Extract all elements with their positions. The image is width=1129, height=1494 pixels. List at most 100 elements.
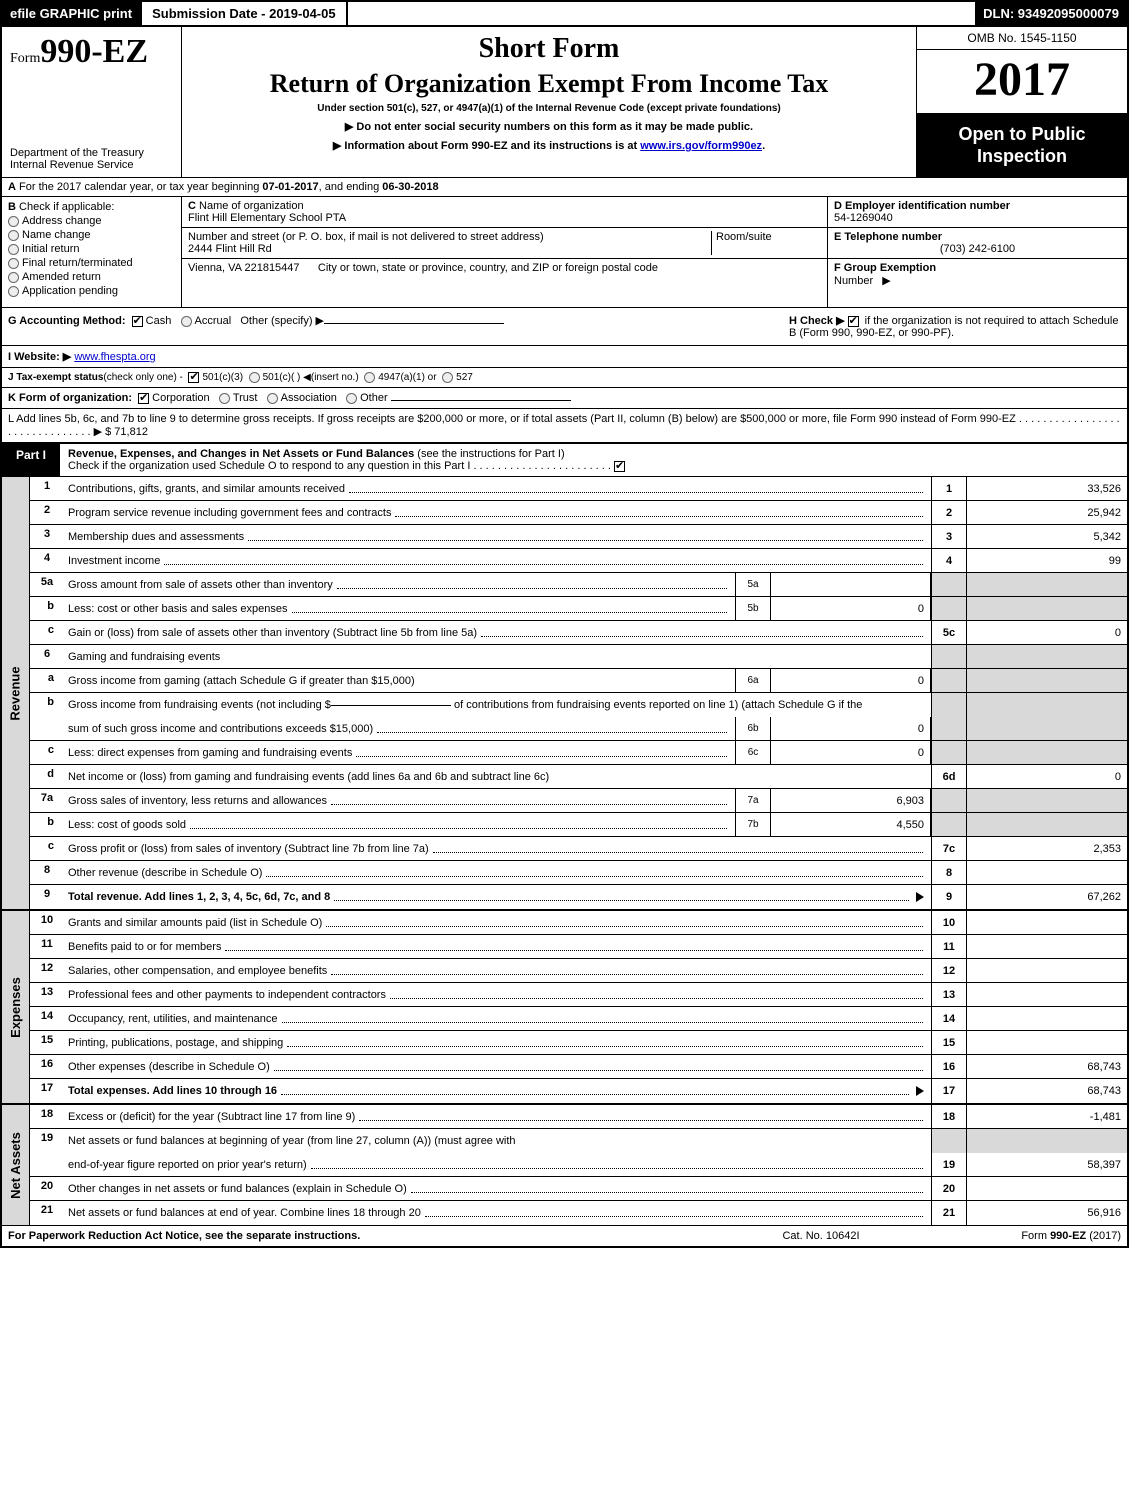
part-i-title-b: Revenue, Expenses, and Changes in Net As… xyxy=(68,448,414,460)
ln-6d-rv: 0 xyxy=(967,765,1127,788)
ln-5c-desc: Gain or (loss) from sale of assets other… xyxy=(64,621,931,644)
ln-4-rv: 99 xyxy=(967,549,1127,572)
arrow-line-2: ▶ Information about Form 990-EZ and its … xyxy=(190,139,908,152)
revenue-rows: 1 Contributions, gifts, grants, and simi… xyxy=(30,477,1127,909)
footer-left: For Paperwork Reduction Act Notice, see … xyxy=(8,1230,721,1242)
line-7b: b Less: cost of goods sold 7b 4,550 xyxy=(30,813,1127,837)
cb-501c3[interactable] xyxy=(188,372,199,383)
ln-6b-rv1 xyxy=(967,693,1127,717)
ln-6b-rn1 xyxy=(931,693,967,717)
l-tri: ▶ xyxy=(94,426,102,438)
line-14: 14 Occupancy, rent, utilities, and maint… xyxy=(30,1007,1127,1031)
ln-11-rv xyxy=(967,935,1127,958)
header-row: Form990-EZ Department of the Treasury In… xyxy=(2,27,1127,178)
cb-4947[interactable] xyxy=(364,372,375,383)
j-o2ins: ◀(insert no.) xyxy=(303,372,358,383)
ln-6-rv xyxy=(967,645,1127,668)
city-row: Vienna, VA 221815447 City or town, state… xyxy=(182,259,827,307)
ln-6d-rn: 6d xyxy=(931,765,967,788)
ln-7b-rv xyxy=(967,813,1127,836)
ln-20-desc: Other changes in net assets or fund bala… xyxy=(64,1177,931,1200)
ln-16-rn: 16 xyxy=(931,1055,967,1078)
line-12: 12 Salaries, other compensation, and emp… xyxy=(30,959,1127,983)
ln-6b-desc1: Gross income from fundraising events (no… xyxy=(64,693,931,717)
ln-20-text: Other changes in net assets or fund bala… xyxy=(68,1183,407,1195)
ln-6c-rn xyxy=(931,741,967,764)
ln-17-rv: 68,743 xyxy=(967,1079,1127,1103)
line-20: 20 Other changes in net assets or fund b… xyxy=(30,1177,1127,1201)
ln-2-rv: 25,942 xyxy=(967,501,1127,524)
instructions-link[interactable]: www.irs.gov/form990ez xyxy=(640,140,762,152)
cb-corp[interactable] xyxy=(138,393,149,404)
cb-name[interactable]: Name change xyxy=(8,229,175,241)
cb-cash[interactable] xyxy=(132,316,143,327)
city-val: Vienna, VA 221815447 xyxy=(188,262,300,274)
ln-6-desc: Gaming and fundraising events xyxy=(64,645,931,668)
k-trust: Trust xyxy=(233,392,258,404)
ln-6c-text: Less: direct expenses from gaming and fu… xyxy=(68,747,352,759)
ln-6-text: Gaming and fundraising events xyxy=(68,651,220,663)
j-o3: 4947(a)(1) or xyxy=(378,372,436,383)
cb-trust[interactable] xyxy=(219,393,230,404)
line-5c: c Gain or (loss) from sale of assets oth… xyxy=(30,621,1127,645)
submission-date: Submission Date - 2019-04-05 xyxy=(140,2,348,25)
ln-5b-text: Less: cost or other basis and sales expe… xyxy=(68,603,288,615)
netassets-rows: 18 Excess or (deficit) for the year (Sub… xyxy=(30,1105,1127,1225)
ln-3-rn: 3 xyxy=(931,525,967,548)
line-16: 16 Other expenses (describe in Schedule … xyxy=(30,1055,1127,1079)
ln-9-text: Total revenue. Add lines 1, 2, 3, 4, 5c,… xyxy=(68,891,330,903)
line-17: 17 Total expenses. Add lines 10 through … xyxy=(30,1079,1127,1103)
accrual-label: Accrual xyxy=(195,315,232,327)
cb-schedule-o[interactable] xyxy=(614,461,625,472)
d-label: D Employer identification number xyxy=(834,200,1010,212)
ln-13-desc: Professional fees and other payments to … xyxy=(64,983,931,1006)
f-cell: F Group Exemption Number ▶ xyxy=(828,259,1127,290)
cb-other[interactable] xyxy=(346,393,357,404)
cb-assoc[interactable] xyxy=(267,393,278,404)
ln-19-rn: 19 xyxy=(931,1153,967,1176)
ln-18-num: 18 xyxy=(30,1105,64,1128)
ln-7b-rn xyxy=(931,813,967,836)
ln-6-num: 6 xyxy=(30,645,64,668)
cb-amended-label: Amended return xyxy=(22,271,101,283)
ln-6c-rv xyxy=(967,741,1127,764)
tax-year: 2017 xyxy=(917,50,1127,114)
cb-address[interactable]: Address change xyxy=(8,215,175,227)
part-i-bar: Part I Revenue, Expenses, and Changes in… xyxy=(2,444,1127,477)
ln-17-desc: Total expenses. Add lines 10 through 16 xyxy=(64,1079,931,1103)
ln-2-desc: Program service revenue including govern… xyxy=(64,501,931,524)
l-amt: $ 71,812 xyxy=(105,426,148,438)
cb-501c[interactable] xyxy=(249,372,260,383)
ln-6d-desc: Net income or (loss) from gaming and fun… xyxy=(64,765,931,788)
k-other-line[interactable] xyxy=(391,400,571,401)
cb-accrual[interactable] xyxy=(181,316,192,327)
a-end: 06-30-2018 xyxy=(382,181,438,193)
cb-initial[interactable]: Initial return xyxy=(8,243,175,255)
a-pre: For the 2017 calendar year, or tax year … xyxy=(19,181,262,193)
ln-19-text1: Net assets or fund balances at beginning… xyxy=(68,1135,516,1147)
ln-6d-text: Net income or (loss) from gaming and fun… xyxy=(68,771,549,783)
ln-6b-mn: 6b xyxy=(735,717,771,740)
ln-6b-blank[interactable] xyxy=(331,705,451,706)
cb-h[interactable] xyxy=(848,316,859,327)
cb-amended[interactable]: Amended return xyxy=(8,271,175,283)
ln-3-text: Membership dues and assessments xyxy=(68,531,244,543)
ln-5b-rn xyxy=(931,597,967,620)
side-revenue-text: Revenue xyxy=(8,666,23,720)
cb-final[interactable]: Final return/terminated xyxy=(8,257,175,269)
row-j: J Tax-exempt status(check only one) - 50… xyxy=(2,368,1127,388)
e-cell: E Telephone number (703) 242-6100 xyxy=(828,228,1127,259)
cb-527[interactable] xyxy=(442,372,453,383)
header-right: OMB No. 1545-1150 2017 Open to Public In… xyxy=(917,27,1127,177)
cb-pending[interactable]: Application pending xyxy=(8,285,175,297)
other-specify-line[interactable] xyxy=(324,323,504,324)
header-left: Form990-EZ Department of the Treasury In… xyxy=(2,27,182,177)
website-link[interactable]: www.fhespta.org xyxy=(74,351,155,363)
fr-pre: Form xyxy=(1021,1230,1050,1242)
f-tri: ▶ xyxy=(882,275,890,287)
k-other: Other xyxy=(360,392,388,404)
ln-3-desc: Membership dues and assessments xyxy=(64,525,931,548)
ln-19-desc2: end-of-year figure reported on prior yea… xyxy=(64,1153,931,1176)
line-19-2: end-of-year figure reported on prior yea… xyxy=(30,1153,1127,1177)
street-val: 2444 Flint Hill Rd xyxy=(188,243,272,255)
